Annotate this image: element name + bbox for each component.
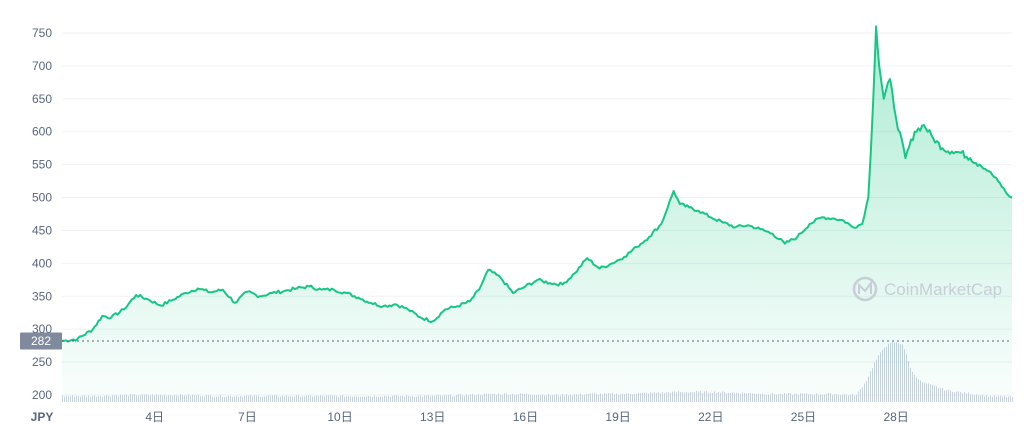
x-tick-label: 7日 [238,410,257,424]
y-tick-label: 500 [32,191,52,205]
x-tick-label: 28日 [883,410,908,424]
x-tick-label: 10日 [327,410,352,424]
y-tick-label: 750 [32,26,52,40]
y-tick-label: 400 [32,256,52,270]
current-price-label: 282 [31,334,51,348]
y-tick-label: 250 [32,355,52,369]
x-tick-label: 16日 [513,410,538,424]
x-tick-label: 25日 [791,410,816,424]
coinmarketcap-logo-icon [852,276,878,302]
y-tick-label: 550 [32,158,52,172]
y-tick-label: 700 [32,59,52,73]
y-tick-label: 450 [32,223,52,237]
volume-bar [1012,397,1013,402]
x-tick-label: 19日 [605,410,630,424]
current-price-badge: 282 [20,332,62,350]
y-tick-label: 600 [32,125,52,139]
price-line [61,25,1013,343]
x-tick-label: 22日 [698,410,723,424]
watermark: CoinMarketCap [852,276,1002,302]
x-axis-ticks: 4日 7日 10日 13日 16日 19日 22日 25日 28日 [145,410,908,424]
y-tick-label: 650 [32,92,52,106]
x-tick-label: 13日 [420,410,445,424]
price-area-fill [62,26,1012,402]
currency-label: JPY [31,410,54,424]
y-tick-label: 350 [32,289,52,303]
x-tick-label: 4日 [145,410,164,424]
watermark-text: CoinMarketCap [884,280,1002,299]
y-tick-label: 200 [32,388,52,402]
